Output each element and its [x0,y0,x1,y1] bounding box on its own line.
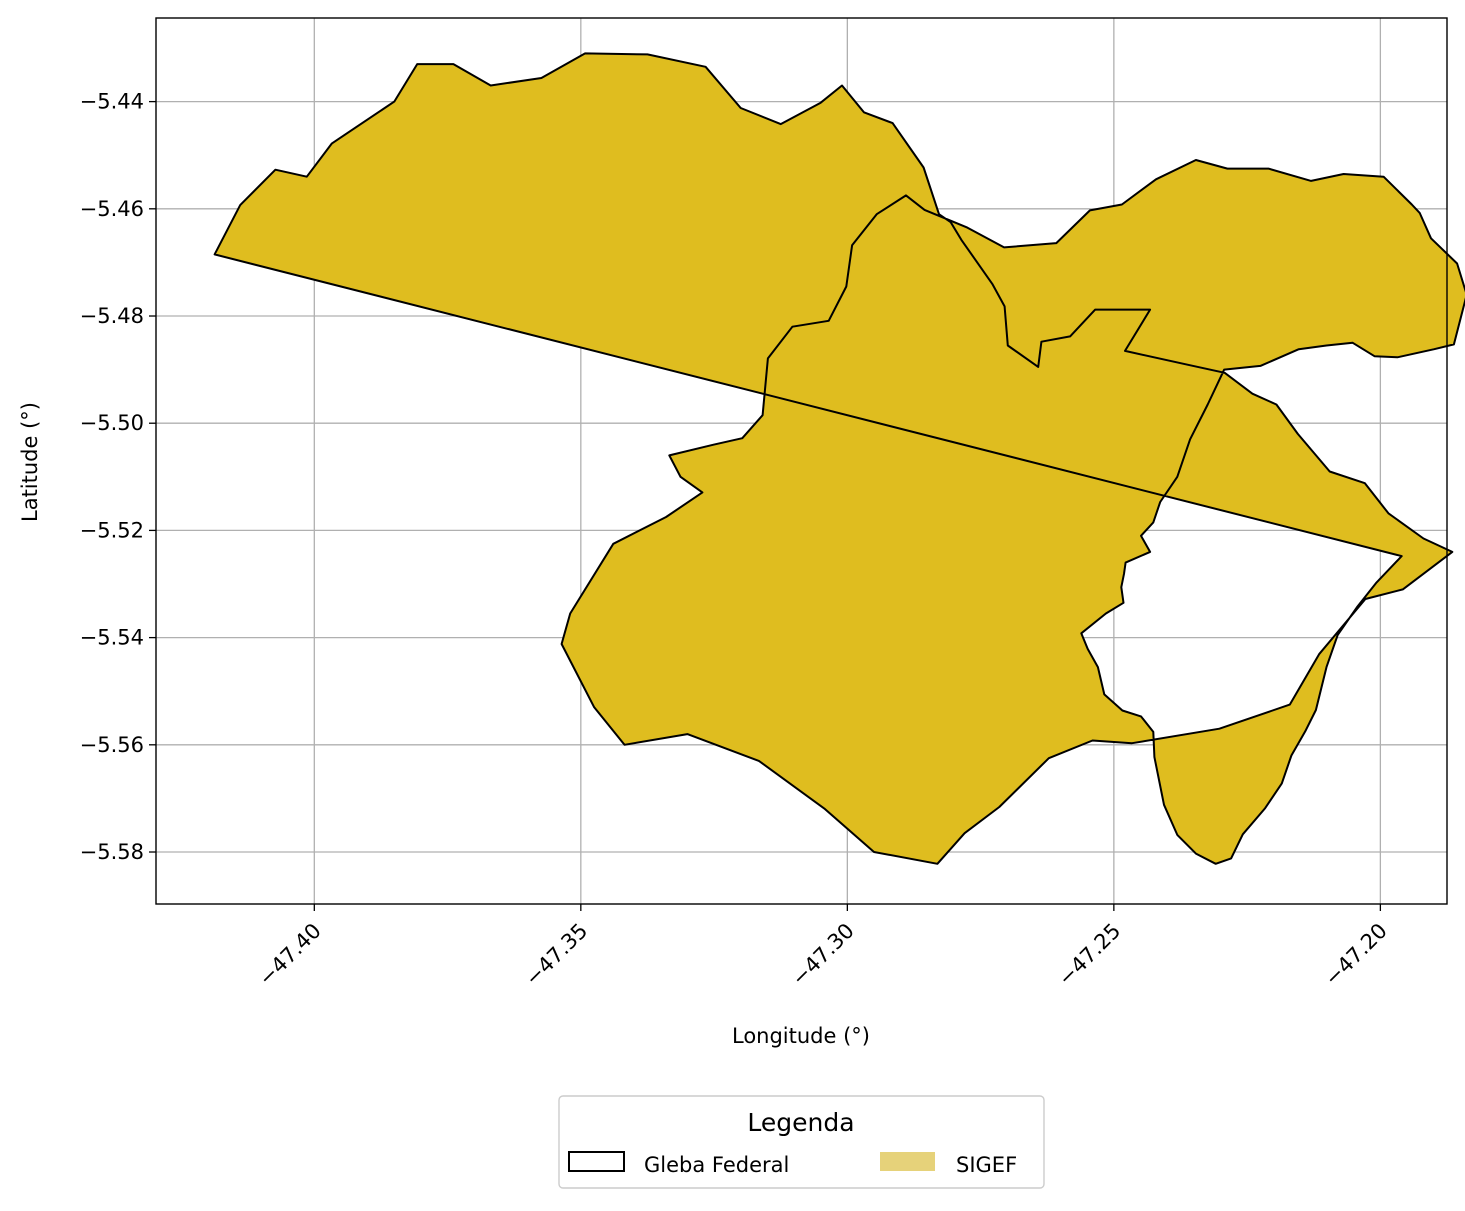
x-axis-label: Longitude (°) [732,1024,870,1048]
y-tick-label-6: −5.56 [80,733,144,757]
gleba-federal-polygon-0 [213,52,1465,865]
map-polygons [213,52,1465,865]
plot-frame [155,17,1448,905]
x-tick-label-0: −47.40 [254,919,326,991]
y-tick-label-7: −5.58 [80,840,144,864]
legend: Legenda Gleba Federal SIGEF [558,1095,1045,1189]
y-tick-label-4: −5.52 [80,518,144,542]
y-axis-ticks: −5.44 −5.46 −5.48 −5.50 −5.52 −5.54 −5.56 −5.58 [80,90,156,864]
legend-label-gleba-federal: Gleba Federal [644,1153,789,1177]
y-tick-label-0: −5.44 [80,90,144,114]
legend-label-sigef: SIGEF [956,1153,1017,1177]
y-tick-label-5: −5.54 [80,626,144,650]
x-tick-label-2: −47.30 [787,919,859,991]
x-tick-label-1: −47.35 [520,919,592,991]
legend-swatch-gleba-federal [568,1151,625,1172]
y-tick-label-1: −5.46 [80,197,144,221]
y-axis-label: Latitude (°) [18,402,42,522]
legend-title: Legenda [747,1108,854,1137]
y-tick-label-3: −5.50 [80,411,144,435]
y-tick-label-2: −5.48 [80,304,144,328]
x-axis-ticks: −47.40 −47.35 −47.30 −47.25 −47.20 [254,904,1392,990]
x-tick-label-4: −47.20 [1320,919,1392,991]
legend-swatch-sigef [880,1152,935,1171]
x-tick-label-3: −47.25 [1053,919,1125,991]
